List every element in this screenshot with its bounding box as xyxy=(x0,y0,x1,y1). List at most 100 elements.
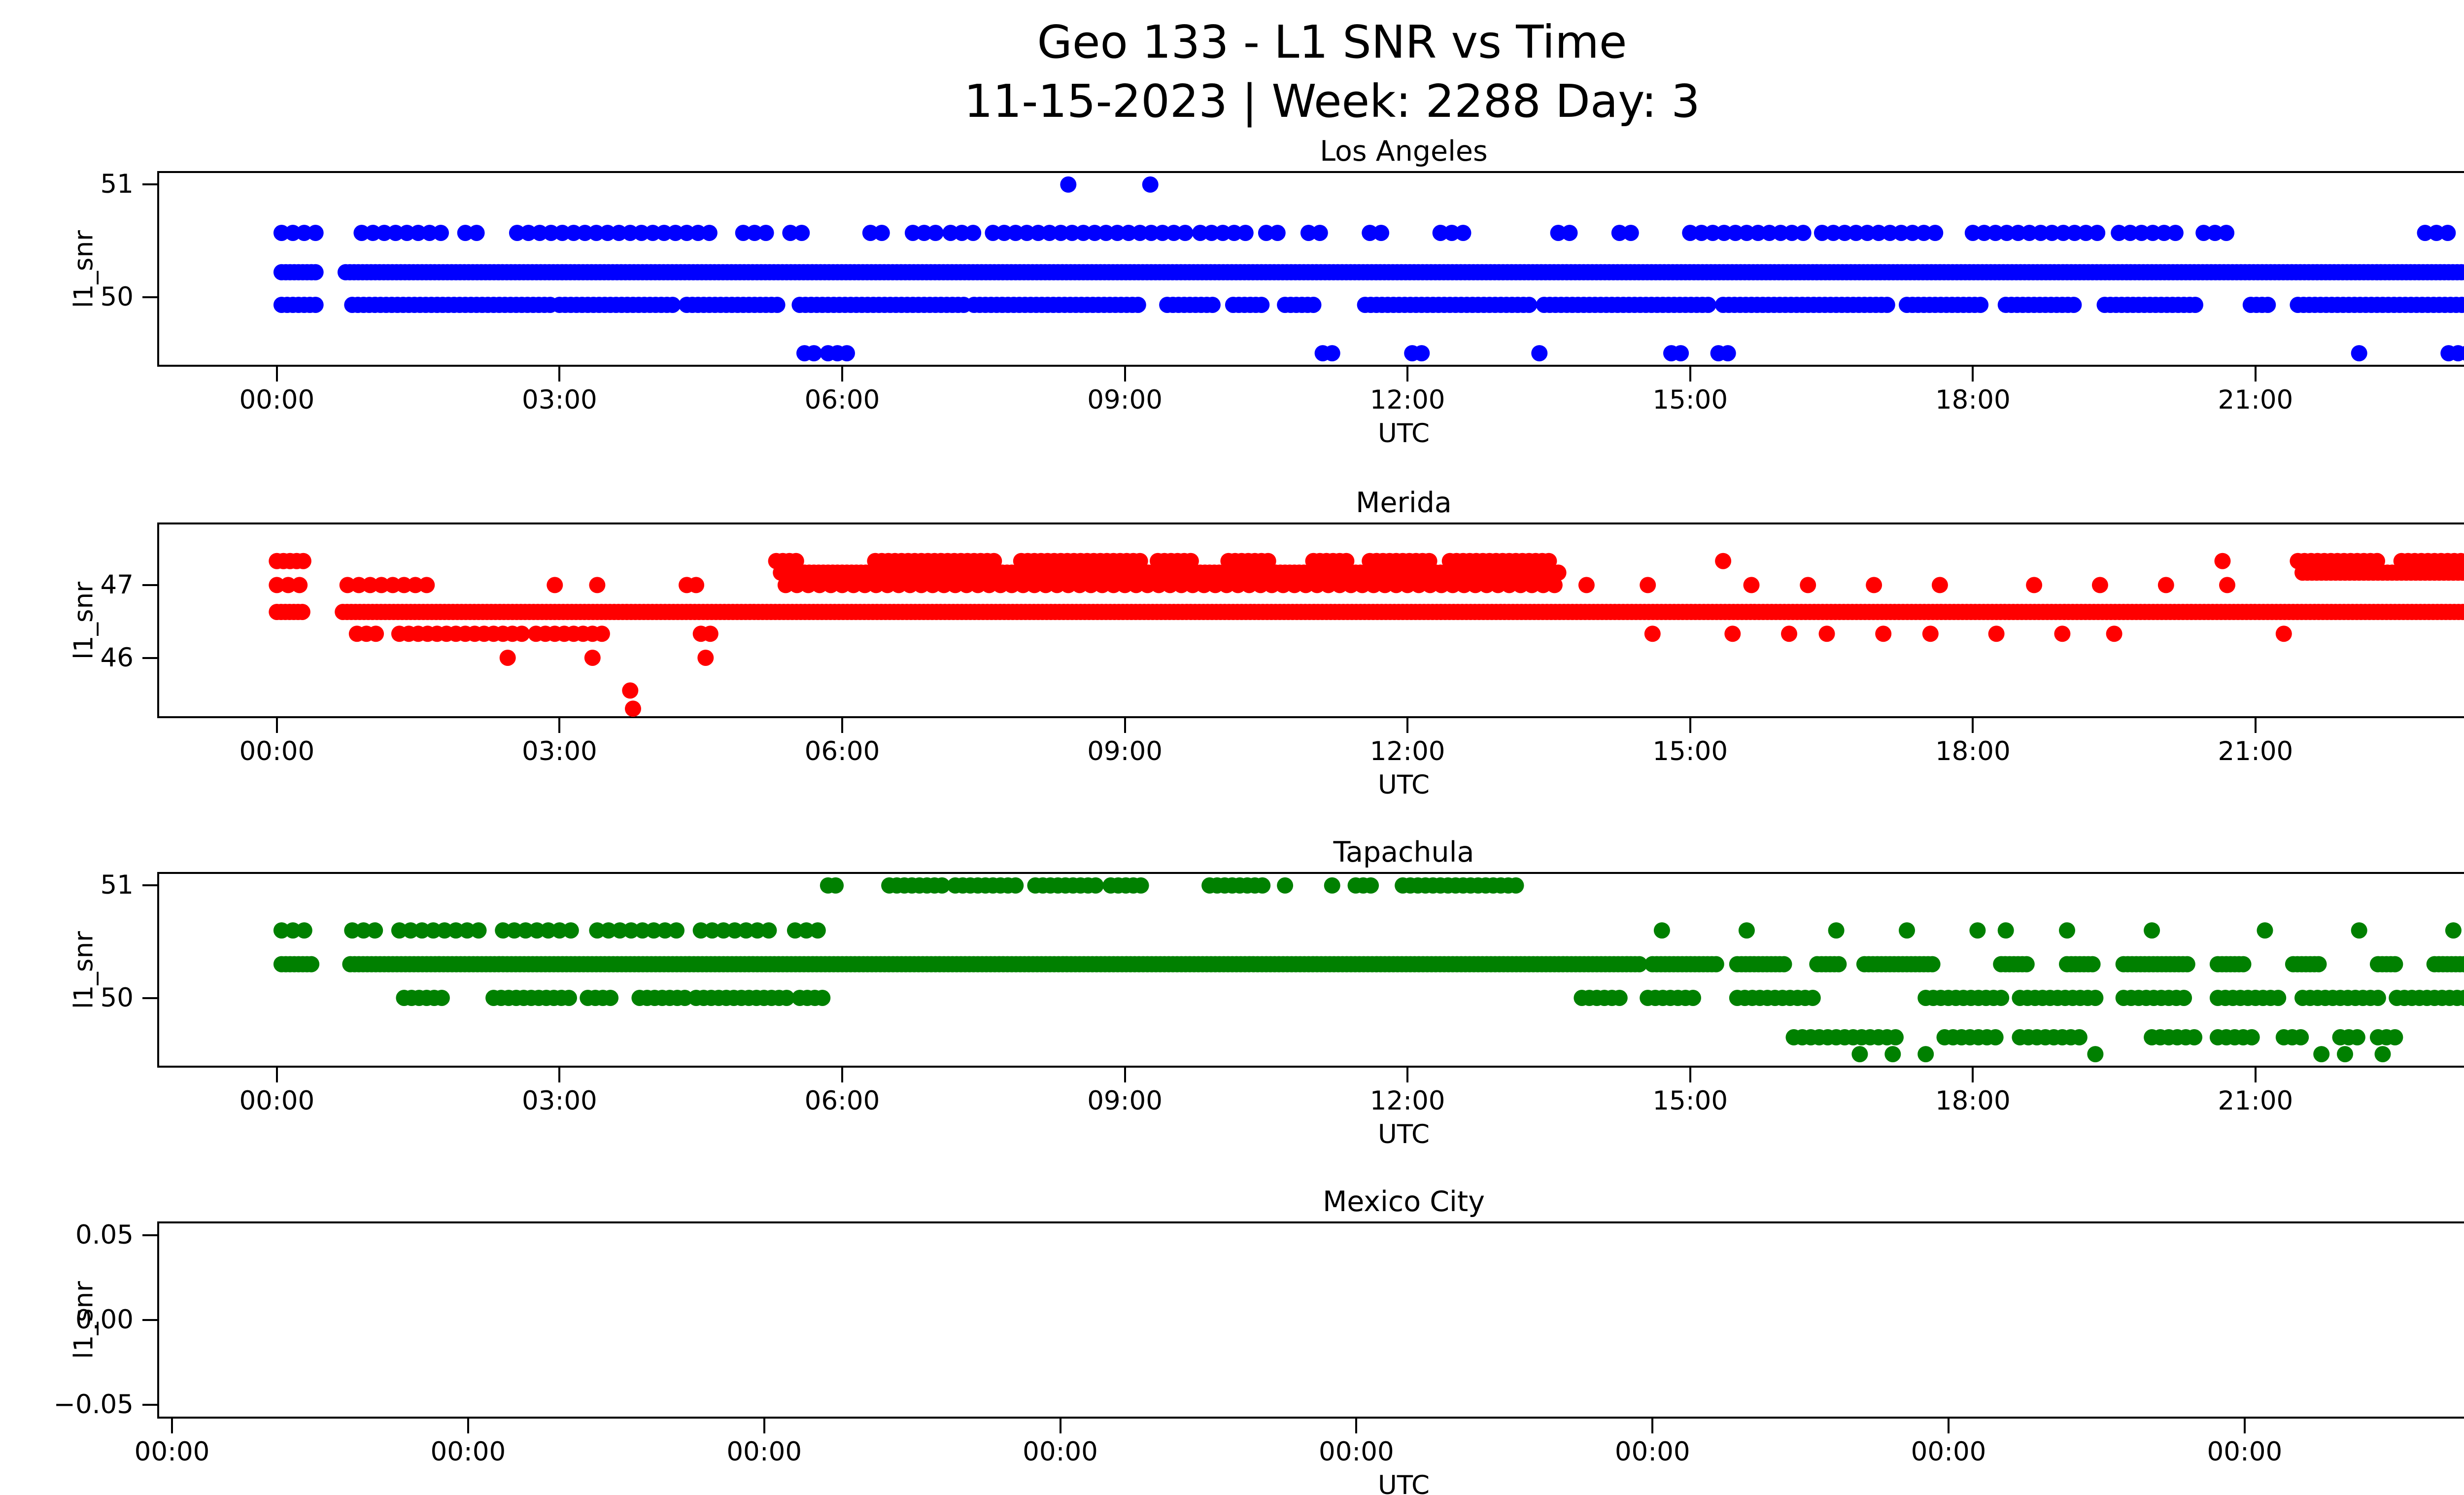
figure-title: Geo 133 - L1 SNR vs Time 11-15-2023 | We… xyxy=(0,13,2464,131)
x-tick-mark xyxy=(275,1068,278,1082)
x-tick-mark xyxy=(841,367,843,382)
x-tick-label: 03:00 xyxy=(522,736,597,766)
subplot-title: Mexico City xyxy=(1323,1185,1485,1218)
x-tick-mark xyxy=(1948,1419,1950,1433)
x-tick-mark xyxy=(558,367,561,382)
x-tick-label: 06:00 xyxy=(804,736,880,766)
x-tick-label: 03:00 xyxy=(522,1086,597,1116)
data-series-band xyxy=(269,604,2464,620)
x-tick-label: 15:00 xyxy=(1652,1086,1728,1116)
data-series-band xyxy=(269,553,2464,569)
x-tick-label: 18:00 xyxy=(1935,385,2011,415)
figure-title-line1: Geo 133 - L1 SNR vs Time xyxy=(1037,16,1627,69)
y-tick-label: −0.05 xyxy=(53,1390,134,1420)
x-tick-label: 00:00 xyxy=(239,736,315,766)
x-tick-mark xyxy=(1406,1068,1409,1082)
y-tick-label: 46 xyxy=(100,642,134,673)
data-series-band xyxy=(273,264,2464,280)
x-tick-label: 21:00 xyxy=(2218,736,2293,766)
x-tick-label: 18:00 xyxy=(1935,736,2011,766)
y-tick-label: 47 xyxy=(100,569,134,600)
y-tick-mark xyxy=(142,997,157,999)
plot-frame xyxy=(157,1221,2464,1419)
data-series-band xyxy=(622,682,639,699)
x-tick-label: 09:00 xyxy=(1087,736,1163,766)
x-tick-mark xyxy=(2254,367,2257,382)
plot-frame xyxy=(157,522,2464,718)
x-tick-label: 00:00 xyxy=(1023,1437,1098,1467)
x-tick-mark xyxy=(171,1419,173,1433)
data-series-band xyxy=(269,577,2235,593)
x-tick-mark xyxy=(275,718,278,733)
data-series-band xyxy=(273,956,2464,973)
y-tick-mark xyxy=(142,1319,157,1321)
x-tick-label: 00:00 xyxy=(430,1437,506,1467)
x-tick-label: 15:00 xyxy=(1652,385,1728,415)
x-tick-mark xyxy=(1406,367,1409,382)
x-tick-label: 00:00 xyxy=(2207,1437,2283,1467)
plot-area xyxy=(157,872,2464,1068)
x-tick-mark xyxy=(2254,1068,2257,1082)
x-tick-mark xyxy=(1124,367,1126,382)
x-tick-label: 12:00 xyxy=(1369,385,1445,415)
y-tick-label: 0.00 xyxy=(75,1305,134,1335)
x-tick-label: 03:00 xyxy=(522,385,597,415)
x-tick-mark xyxy=(1124,718,1126,733)
x-tick-mark xyxy=(2254,718,2257,733)
y-tick-label: 51 xyxy=(100,870,134,901)
data-series-band xyxy=(1785,1029,2403,1045)
plot-area xyxy=(157,522,2464,718)
x-tick-mark xyxy=(1059,1419,1061,1433)
y-tick-mark xyxy=(142,296,157,298)
y-tick-label: 0.05 xyxy=(75,1219,134,1250)
data-series-band xyxy=(796,345,2464,362)
y-tick-mark xyxy=(142,584,157,586)
data-series-band xyxy=(499,650,714,666)
x-axis-label: UTC xyxy=(1377,1119,1430,1149)
subplot-title: Tapachula xyxy=(1333,836,1474,869)
figure-title-line2: 11-15-2023 | Week: 2288 Day: 3 xyxy=(964,74,1700,128)
plot-frame xyxy=(157,171,2464,367)
data-series-band xyxy=(773,564,2464,581)
x-tick-label: 21:00 xyxy=(2218,385,2293,415)
x-tick-mark xyxy=(763,1419,765,1433)
y-axis-label: l1_snr xyxy=(68,1281,99,1359)
x-tick-mark xyxy=(1689,1068,1691,1082)
x-tick-label: 00:00 xyxy=(1911,1437,1986,1467)
x-tick-mark xyxy=(2243,1419,2246,1433)
x-tick-label: 00:00 xyxy=(134,1437,210,1467)
data-series-band xyxy=(273,922,2462,939)
y-tick-mark xyxy=(142,657,157,659)
x-tick-mark xyxy=(1972,718,1974,733)
plot-frame xyxy=(157,872,2464,1068)
x-tick-mark xyxy=(1972,1068,1974,1082)
y-tick-label: 51 xyxy=(100,169,134,200)
x-tick-label: 06:00 xyxy=(804,1086,880,1116)
x-tick-mark xyxy=(841,1068,843,1082)
x-tick-label: 12:00 xyxy=(1369,736,1445,766)
x-tick-mark xyxy=(1972,367,1974,382)
y-axis-label: l1_snr xyxy=(68,581,99,660)
x-tick-label: 00:00 xyxy=(1614,1437,1690,1467)
x-tick-label: 00:00 xyxy=(239,385,315,415)
data-series-band xyxy=(625,700,641,717)
x-tick-label: 15:00 xyxy=(1652,736,1728,766)
x-tick-mark xyxy=(467,1419,469,1433)
x-tick-label: 00:00 xyxy=(726,1437,802,1467)
data-series-band xyxy=(273,297,2464,313)
x-tick-label: 00:00 xyxy=(239,1086,315,1116)
plot-area xyxy=(157,1221,2464,1419)
subplot-title: Merida xyxy=(1356,487,1452,519)
x-axis-label: UTC xyxy=(1377,1470,1430,1495)
x-tick-mark xyxy=(275,367,278,382)
x-tick-label: 09:00 xyxy=(1087,1086,1163,1116)
x-tick-label: 21:00 xyxy=(2218,1086,2293,1116)
data-series-band xyxy=(1851,1046,2391,1063)
y-tick-label: 50 xyxy=(100,281,134,312)
x-tick-label: 18:00 xyxy=(1935,1086,2011,1116)
x-tick-mark xyxy=(558,718,561,733)
data-series-band xyxy=(820,877,1524,894)
